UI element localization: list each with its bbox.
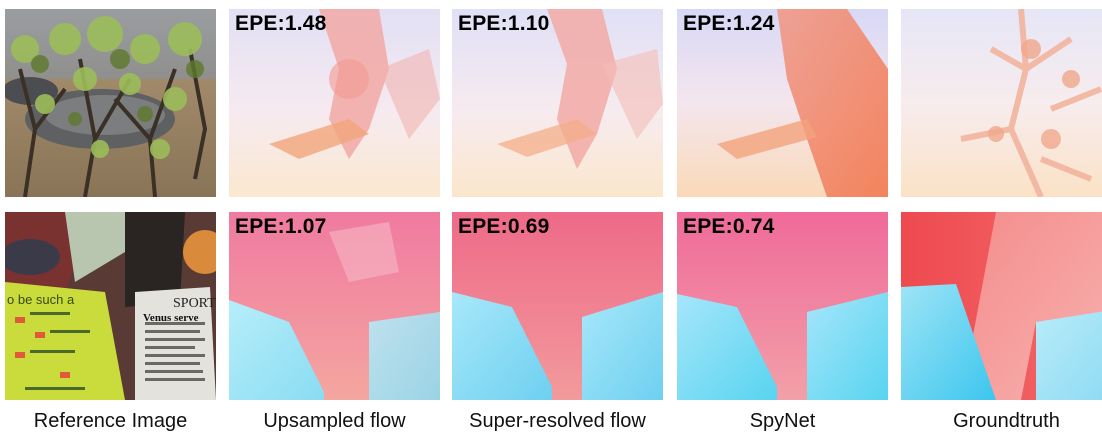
epe-label: EPE:1.10 <box>458 12 550 35</box>
column-caption-reference: Reference Image <box>33 410 188 432</box>
column-caption-upsampled: Upsampled flow <box>263 410 406 432</box>
epe-label: EPE:1.24 <box>683 12 775 35</box>
groundtruth-flow-image-2 <box>901 212 1102 400</box>
groundtruth-flow-image-1 <box>901 9 1102 197</box>
epe-label: EPE:0.74 <box>683 215 775 238</box>
reference-image-forest <box>5 9 216 197</box>
column-caption-groundtruth: Groundtruth <box>953 410 1060 432</box>
spynet-flow-image-2 <box>677 212 888 400</box>
epe-label: EPE:1.48 <box>235 12 327 35</box>
spynet-flow-image-1 <box>677 9 888 197</box>
epe-label: EPE:1.07 <box>235 215 327 238</box>
poster-text: o be such a <box>7 292 75 307</box>
upsampled-flow-image-2 <box>229 212 440 400</box>
epe-label: EPE:0.69 <box>458 215 550 238</box>
reference-image-poster: o be such a SPORT Venus serve <box>5 212 216 400</box>
newspaper-line: Venus serve <box>143 312 199 324</box>
column-caption-super-resolved: Super-resolved flow <box>469 410 646 432</box>
column-caption-spynet: SpyNet <box>749 410 816 432</box>
super-resolved-flow-image-2 <box>452 212 663 400</box>
newspaper-heading: SPORT <box>173 296 216 311</box>
upsampled-flow-image-1 <box>229 9 440 197</box>
super-resolved-flow-image-1 <box>452 9 663 197</box>
